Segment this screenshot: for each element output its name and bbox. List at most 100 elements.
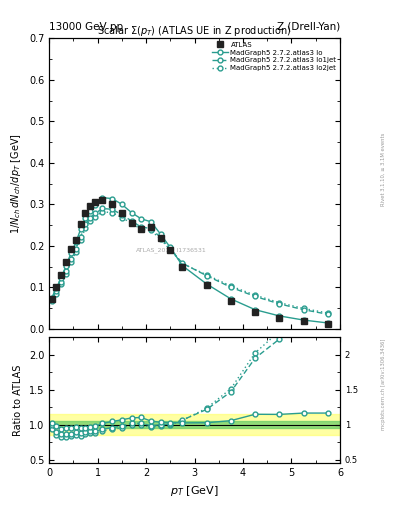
MadGraph5 2.7.2.atlas3 lo2jet	[73, 249, 78, 255]
MadGraph5 2.7.2.atlas3 lo	[149, 219, 153, 225]
MadGraph5 2.7.2.atlas3 lo1jet	[88, 215, 93, 221]
MadGraph5 2.7.2.atlas3 lo	[83, 215, 88, 221]
Line: MadGraph5 2.7.2.atlas3 lo2jet: MadGraph5 2.7.2.atlas3 lo2jet	[49, 209, 330, 315]
MadGraph5 2.7.2.atlas3 lo2jet	[168, 247, 173, 253]
MadGraph5 2.7.2.atlas3 lo	[64, 263, 68, 269]
MadGraph5 2.7.2.atlas3 lo1jet	[119, 211, 124, 218]
MadGraph5 2.7.2.atlas3 lo1jet	[149, 225, 153, 231]
MadGraph5 2.7.2.atlas3 lo2jet	[59, 281, 64, 287]
MadGraph5 2.7.2.atlas3 lo	[100, 195, 105, 201]
MadGraph5 2.7.2.atlas3 lo	[73, 240, 78, 246]
ATLAS	[64, 260, 68, 266]
MadGraph5 2.7.2.atlas3 lo2jet	[204, 272, 209, 278]
MadGraph5 2.7.2.atlas3 lo2jet	[301, 305, 306, 311]
ATLAS	[78, 221, 83, 227]
Legend: ATLAS, MadGraph5 2.7.2.atlas3 lo, MadGraph5 2.7.2.atlas3 lo1jet, MadGraph5 2.7.2: ATLAS, MadGraph5 2.7.2.atlas3 lo, MadGra…	[211, 40, 338, 73]
MadGraph5 2.7.2.atlas3 lo	[180, 263, 185, 269]
ATLAS	[83, 209, 88, 216]
Line: MadGraph5 2.7.2.atlas3 lo: MadGraph5 2.7.2.atlas3 lo	[49, 195, 330, 326]
MadGraph5 2.7.2.atlas3 lo2jet	[110, 209, 114, 216]
ATLAS	[139, 226, 143, 232]
ATLAS	[73, 237, 78, 243]
MadGraph5 2.7.2.atlas3 lo2jet	[158, 236, 163, 242]
MadGraph5 2.7.2.atlas3 lo1jet	[129, 218, 134, 224]
MadGraph5 2.7.2.atlas3 lo2jet	[93, 214, 97, 220]
MadGraph5 2.7.2.atlas3 lo	[59, 274, 64, 281]
MadGraph5 2.7.2.atlas3 lo1jet	[78, 233, 83, 240]
MadGraph5 2.7.2.atlas3 lo1jet	[83, 221, 88, 227]
MadGraph5 2.7.2.atlas3 lo	[110, 196, 114, 202]
MadGraph5 2.7.2.atlas3 lo	[253, 307, 257, 313]
Text: Z (Drell-Yan): Z (Drell-Yan)	[277, 22, 340, 32]
Text: 13000 GeV pp: 13000 GeV pp	[49, 22, 123, 32]
MadGraph5 2.7.2.atlas3 lo1jet	[68, 256, 73, 262]
ATLAS	[301, 318, 306, 325]
ATLAS	[54, 284, 59, 290]
MadGraph5 2.7.2.atlas3 lo1jet	[110, 206, 114, 212]
X-axis label: $p_T$ [GeV]: $p_T$ [GeV]	[170, 484, 219, 498]
MadGraph5 2.7.2.atlas3 lo2jet	[68, 260, 73, 266]
MadGraph5 2.7.2.atlas3 lo1jet	[168, 246, 173, 252]
MadGraph5 2.7.2.atlas3 lo1jet	[100, 205, 105, 211]
MadGraph5 2.7.2.atlas3 lo	[229, 296, 233, 302]
MadGraph5 2.7.2.atlas3 lo1jet	[59, 279, 64, 285]
MadGraph5 2.7.2.atlas3 lo2jet	[100, 209, 105, 215]
MadGraph5 2.7.2.atlas3 lo1jet	[277, 301, 282, 307]
MadGraph5 2.7.2.atlas3 lo2jet	[129, 220, 134, 226]
MadGraph5 2.7.2.atlas3 lo	[158, 231, 163, 237]
Text: Rivet 3.1.10, ≥ 3.1M events: Rivet 3.1.10, ≥ 3.1M events	[381, 132, 386, 206]
MadGraph5 2.7.2.atlas3 lo2jet	[54, 290, 59, 296]
MadGraph5 2.7.2.atlas3 lo1jet	[229, 284, 233, 290]
ATLAS	[168, 247, 173, 253]
MadGraph5 2.7.2.atlas3 lo1jet	[93, 210, 97, 217]
ATLAS	[110, 201, 114, 207]
MadGraph5 2.7.2.atlas3 lo2jet	[253, 292, 257, 298]
Bar	[49, 414, 340, 435]
MadGraph5 2.7.2.atlas3 lo1jet	[301, 307, 306, 313]
MadGraph5 2.7.2.atlas3 lo1jet	[73, 246, 78, 252]
ATLAS	[158, 234, 163, 241]
MadGraph5 2.7.2.atlas3 lo	[139, 216, 143, 222]
MadGraph5 2.7.2.atlas3 lo	[204, 281, 209, 287]
MadGraph5 2.7.2.atlas3 lo1jet	[49, 296, 54, 302]
MadGraph5 2.7.2.atlas3 lo	[93, 202, 97, 208]
Text: ATLAS_2019_I1736531: ATLAS_2019_I1736531	[136, 247, 207, 253]
ATLAS	[253, 309, 257, 315]
MadGraph5 2.7.2.atlas3 lo1jet	[253, 293, 257, 300]
Text: mcplots.cern.ch [arXiv:1306.3436]: mcplots.cern.ch [arXiv:1306.3436]	[381, 338, 386, 430]
Bar	[49, 421, 340, 429]
MadGraph5 2.7.2.atlas3 lo2jet	[180, 261, 185, 267]
ATLAS	[119, 209, 124, 216]
MadGraph5 2.7.2.atlas3 lo1jet	[54, 288, 59, 294]
ATLAS	[149, 224, 153, 230]
Y-axis label: Ratio to ATLAS: Ratio to ATLAS	[13, 365, 23, 436]
MadGraph5 2.7.2.atlas3 lo2jet	[83, 225, 88, 231]
MadGraph5 2.7.2.atlas3 lo	[49, 295, 54, 301]
MadGraph5 2.7.2.atlas3 lo	[301, 317, 306, 323]
MadGraph5 2.7.2.atlas3 lo2jet	[78, 237, 83, 243]
MadGraph5 2.7.2.atlas3 lo	[88, 207, 93, 214]
MadGraph5 2.7.2.atlas3 lo2jet	[88, 218, 93, 224]
ATLAS	[49, 296, 54, 302]
MadGraph5 2.7.2.atlas3 lo1jet	[139, 224, 143, 230]
MadGraph5 2.7.2.atlas3 lo1jet	[158, 234, 163, 241]
MadGraph5 2.7.2.atlas3 lo	[68, 250, 73, 257]
ATLAS	[59, 272, 64, 278]
ATLAS	[129, 220, 134, 226]
MadGraph5 2.7.2.atlas3 lo1jet	[180, 260, 185, 266]
MadGraph5 2.7.2.atlas3 lo1jet	[64, 268, 68, 274]
ATLAS	[229, 297, 233, 304]
MadGraph5 2.7.2.atlas3 lo	[129, 209, 134, 216]
ATLAS	[204, 282, 209, 288]
Title: Scalar $\Sigma(p_T)$ (ATLAS UE in Z production): Scalar $\Sigma(p_T)$ (ATLAS UE in Z prod…	[97, 24, 292, 38]
MadGraph5 2.7.2.atlas3 lo2jet	[64, 270, 68, 276]
MadGraph5 2.7.2.atlas3 lo	[168, 244, 173, 250]
ATLAS	[68, 246, 73, 252]
ATLAS	[93, 199, 97, 205]
ATLAS	[277, 314, 282, 321]
MadGraph5 2.7.2.atlas3 lo2jet	[149, 227, 153, 233]
MadGraph5 2.7.2.atlas3 lo	[78, 226, 83, 232]
MadGraph5 2.7.2.atlas3 lo1jet	[204, 272, 209, 279]
ATLAS	[100, 197, 105, 203]
MadGraph5 2.7.2.atlas3 lo2jet	[325, 310, 330, 316]
